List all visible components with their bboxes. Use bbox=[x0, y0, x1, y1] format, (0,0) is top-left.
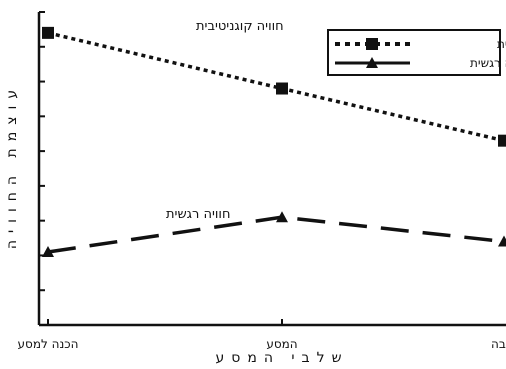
cognitive-point-1 bbox=[42, 26, 54, 39]
emotional-point-3 bbox=[498, 235, 506, 247]
y-axis-label: עוצמת החוויה bbox=[4, 83, 20, 249]
x-tick-label-2: המסע bbox=[266, 337, 297, 351]
emotional-point-2 bbox=[276, 211, 288, 223]
legend-label-cognitive: חוויה קוגניטיבית bbox=[497, 37, 506, 51]
labels-layer: עוצמת החוויה שלבי המסע חוויה קוגניטיבית ח… bbox=[4, 19, 349, 366]
cognitive-point-2 bbox=[276, 82, 288, 95]
x-tick-label-1: הכנה למסע bbox=[18, 337, 79, 351]
legend-marker-cognitive bbox=[366, 38, 378, 50]
cognitive-point-3 bbox=[498, 134, 506, 147]
series-cognitive bbox=[42, 26, 506, 147]
series-layer bbox=[42, 26, 506, 257]
legend-label-emotional: חוויה רגשית bbox=[470, 56, 506, 70]
emotional-point-1 bbox=[42, 245, 54, 257]
x-axis-label: שלבי המסע bbox=[215, 350, 348, 366]
series-line-emotional bbox=[47, 215, 505, 254]
annotation-emotional: חוויה רגשית bbox=[166, 207, 230, 222]
annotation-cognitive: חוויה קוגניטיבית bbox=[196, 19, 284, 34]
legend-swatches bbox=[335, 38, 410, 68]
axes: הכנה למסע המסע שיבה bbox=[18, 11, 506, 351]
legend-box bbox=[327, 29, 501, 76]
legend-marker-emotional bbox=[366, 57, 378, 68]
x-tick-label-3: שיבה bbox=[491, 337, 506, 351]
series-emotional bbox=[42, 211, 506, 257]
legend: חוויה קוגניטיבית חוויה רגשית bbox=[327, 29, 506, 76]
